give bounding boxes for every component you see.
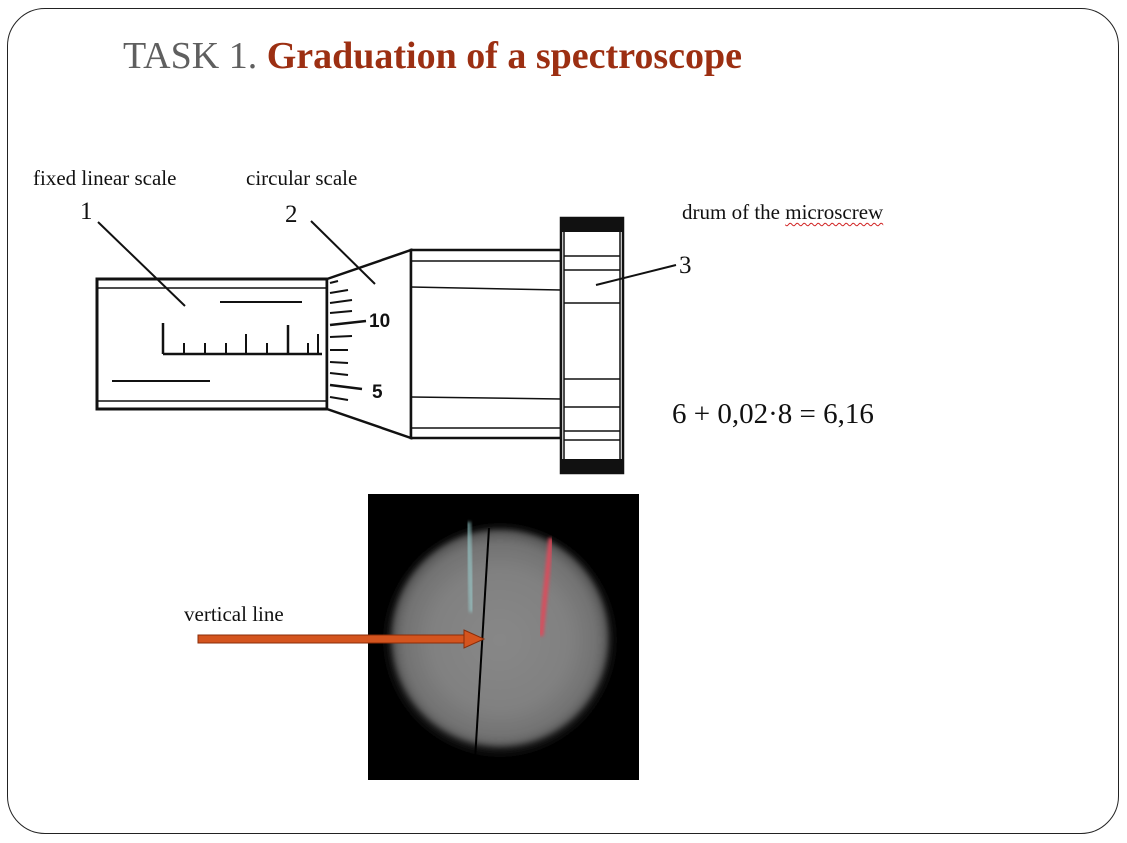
label-vertical-line: vertical line — [184, 602, 284, 626]
title-prefix: TASK 1. — [123, 35, 258, 77]
callout-number-1: 1 — [80, 198, 93, 225]
label-drum: drum of the microscrew — [682, 200, 883, 225]
tick-label-5: 5 — [372, 382, 383, 403]
callouts — [97, 220, 677, 307]
tick-label-10: 10 — [369, 311, 390, 332]
vertical-crosshair-line — [474, 527, 490, 761]
callout-number-2: 2 — [285, 201, 298, 228]
callout-number-3: 3 — [679, 252, 692, 279]
label-circular-scale: circular scale — [246, 166, 358, 190]
slide-title: TASK 1. Graduation of a spectroscope — [123, 34, 742, 78]
reading-formula: 6 + 0,02·8 = 6,16 — [672, 398, 874, 430]
barrel — [409, 248, 563, 440]
label-drum-word: microscrew — [785, 200, 884, 224]
title-main: Graduation of a spectroscope — [266, 35, 743, 77]
callout-line-1 — [97, 221, 186, 307]
red-spectral-line — [538, 537, 554, 637]
microscrew-drum — [559, 216, 625, 475]
callout-line-2 — [310, 220, 376, 285]
label-drum-text: drum of the — [682, 200, 780, 224]
sleeve — [95, 277, 329, 411]
label-fixed-linear-scale: fixed linear scale — [33, 166, 177, 190]
callout-line-3 — [595, 264, 677, 286]
pointer-arrow — [197, 629, 486, 649]
